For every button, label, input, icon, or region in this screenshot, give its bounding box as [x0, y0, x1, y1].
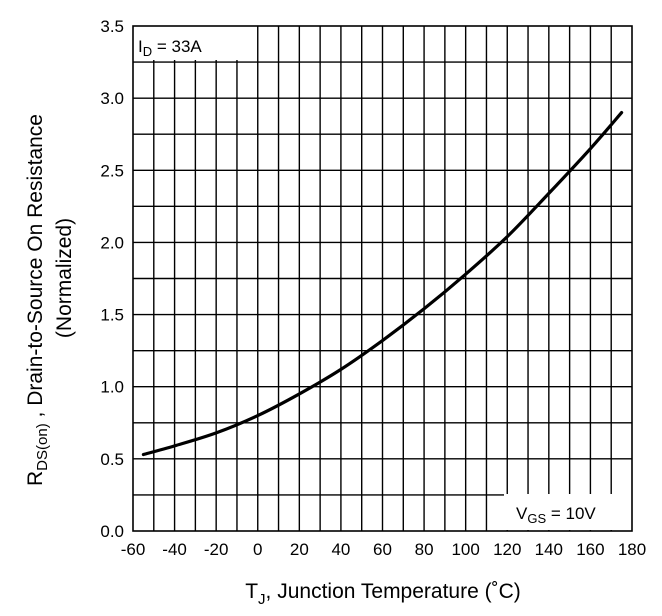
x-tick-label: 20 — [290, 540, 309, 559]
x-tick-label: 160 — [576, 540, 604, 559]
y-tick-label: 2.0 — [100, 233, 124, 252]
y-tick-label: 1.0 — [100, 378, 124, 397]
x-tick-label: 60 — [373, 540, 392, 559]
x-tick-label: -20 — [204, 540, 229, 559]
y-tick-label: 0.0 — [100, 522, 124, 541]
vgs-annotation: VGS = 10V — [516, 504, 596, 526]
y-tick-labels: 0.0 0.5 1.0 1.5 2.0 2.5 3.0 3.5 — [100, 17, 124, 541]
x-tick-label: 100 — [451, 540, 479, 559]
y-tick-label: 3.5 — [100, 17, 124, 36]
x-tick-label: 120 — [493, 540, 521, 559]
x-tick-label: 40 — [331, 540, 350, 559]
x-tick-label: 180 — [618, 540, 646, 559]
x-tick-labels: -60 -40 -20 0 20 40 60 80 100 120 140 160 180 — [121, 540, 646, 559]
x-tick-label: 0 — [253, 540, 262, 559]
grid — [133, 26, 632, 531]
series-line — [141, 110, 624, 457]
vgs-annotation-box — [504, 494, 632, 530]
x-tick-label: 140 — [535, 540, 563, 559]
x-axis-title: TJ, Junction Temperature (˚C) — [245, 580, 521, 608]
y-tick-label: 1.5 — [100, 306, 124, 325]
x-tick-label: -40 — [162, 540, 187, 559]
y-tick-label: 3.0 — [100, 89, 124, 108]
y-axis-title-line2: (Normalized) — [53, 218, 76, 338]
y-tick-label: 0.5 — [100, 450, 124, 469]
x-tick-label: 80 — [415, 540, 434, 559]
y-axis-title-line1: RDS(on) , Drain-to-Source On Resistance — [24, 114, 51, 486]
plot-frame — [132, 25, 633, 532]
x-tick-label: -60 — [121, 540, 146, 559]
id-annotation: ID = 33A — [138, 37, 202, 59]
y-tick-label: 2.5 — [100, 161, 124, 180]
id-annotation-box — [133, 26, 251, 60]
